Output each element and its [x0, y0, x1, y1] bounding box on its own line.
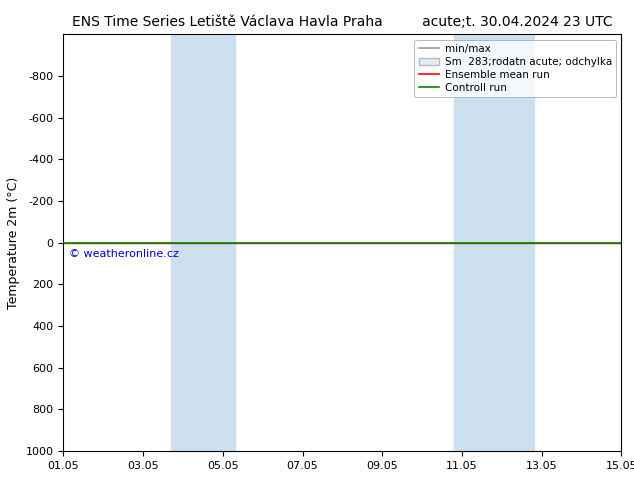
Title: ENS Time Series Letiště Václava Havla Praha         acute;t. 30.04.2024 23 UTC: ENS Time Series Letiště Václava Havla Pr… — [72, 15, 612, 29]
Text: © weatheronline.cz: © weatheronline.cz — [69, 249, 179, 259]
Y-axis label: Temperature 2m (°C): Temperature 2m (°C) — [7, 176, 20, 309]
Bar — [454, 34, 534, 451]
Legend: min/max, Sm  283;rodatn acute; odchylka, Ensemble mean run, Controll run: min/max, Sm 283;rodatn acute; odchylka, … — [415, 40, 616, 97]
Bar — [171, 34, 235, 451]
